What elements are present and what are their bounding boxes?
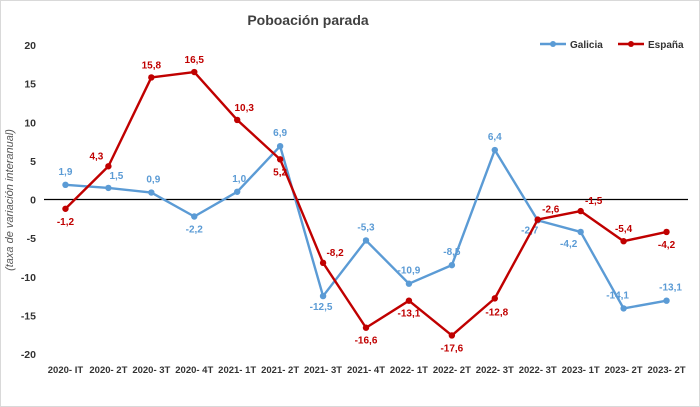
x-tick-label: 2022- 3T (519, 365, 557, 376)
data-label: 0,9 (146, 175, 160, 186)
data-point (105, 163, 112, 170)
series-galicia: 1,9 1,5 0,9 -2,2 1,0 6,9 -12,5 -5,3 -10,9 -8,5 6,4… (59, 128, 683, 313)
y-axis-ticks: 20 15 10 5 0 -5 -10 -15 -20 (21, 40, 36, 361)
data-point (577, 207, 584, 215)
data-label: 10,3 (234, 103, 254, 114)
data-label: 1,0 (232, 174, 246, 185)
data-label: -5,4 (615, 224, 633, 235)
data-label: -14,1 (606, 290, 629, 301)
x-axis-ticks: 2020- IT 2020- 2T 2020- 3T 2020- 4T 2021- 1T… (48, 365, 686, 376)
data-label: -16,6 (355, 336, 378, 347)
data-label: -5,3 (357, 222, 375, 233)
x-tick-label: 2021- 2T (261, 365, 299, 376)
data-label: -10,9 (398, 266, 421, 277)
x-tick-label: 2021- 3T (304, 365, 342, 376)
data-label: -8,5 (443, 247, 461, 258)
x-tick-label: 2020- 3T (132, 365, 170, 376)
data-label: 1,9 (59, 167, 73, 178)
data-label: -13,1 (398, 309, 421, 320)
data-label: 16,5 (185, 55, 205, 66)
legend-item: Galicia (540, 40, 603, 51)
data-point (577, 228, 584, 236)
x-tick-label: 2020- 2T (89, 365, 127, 376)
legend-marker (628, 41, 634, 47)
data-label: -13,1 (659, 283, 682, 294)
y-tick-label: -20 (21, 349, 36, 361)
data-label: -2,6 (542, 205, 560, 216)
y-tick-label: -15 (21, 310, 36, 322)
data-label: 4,3 (89, 151, 103, 162)
x-tick-label: 2021- 1T (218, 365, 256, 376)
data-label: 15,8 (142, 60, 162, 71)
data-label: -12,5 (310, 302, 333, 313)
x-tick-label: 2022- 1T (390, 365, 428, 376)
data-label: 6,9 (273, 128, 287, 139)
data-point (191, 68, 198, 76)
legend-item: España (618, 40, 684, 51)
data-point (620, 305, 627, 312)
data-point (148, 74, 155, 81)
x-tick-label: 2021- 4T (347, 365, 385, 376)
data-point (148, 189, 155, 196)
data-point (448, 332, 456, 339)
y-tick-label: 5 (30, 156, 36, 168)
data-label: -2,2 (186, 224, 204, 235)
data-point (319, 259, 327, 267)
data-point (62, 205, 69, 212)
data-point (276, 142, 284, 150)
x-tick-label: 2023- 2T (648, 365, 686, 376)
legend-label: España (648, 40, 684, 51)
data-point (405, 280, 413, 287)
y-axis-label: (taxa de variación interanual) (4, 129, 16, 271)
legend-marker (550, 41, 556, 47)
data-point (234, 188, 241, 195)
data-point (62, 181, 69, 189)
chart-title: Poboación parada (247, 12, 369, 28)
data-label: -17,6 (440, 343, 463, 354)
data-label: -12,8 (485, 307, 508, 318)
data-point (319, 292, 327, 300)
data-point (362, 237, 370, 244)
data-label: 6,4 (488, 132, 502, 143)
data-label: -8,2 (326, 248, 344, 259)
data-point (663, 297, 670, 304)
data-point (191, 213, 198, 220)
data-point (276, 156, 284, 163)
data-point (620, 238, 627, 245)
x-tick-label: 2023- 1T (562, 365, 600, 376)
data-point (534, 216, 541, 223)
data-point (105, 184, 112, 192)
y-tick-label: 15 (24, 79, 36, 91)
y-tick-label: 20 (24, 40, 36, 52)
x-tick-label: 2023- 2T (605, 365, 643, 376)
x-tick-label: 2022- 2T (433, 365, 471, 376)
data-label: 1,5 (109, 171, 123, 182)
data-label: -4,2 (658, 240, 676, 251)
x-tick-label: 2020- IT (48, 365, 84, 376)
x-tick-label: 2020- 4T (175, 365, 213, 376)
data-point (234, 116, 241, 124)
y-tick-label: 10 (24, 117, 36, 129)
data-point (362, 324, 370, 331)
series-españa: -1,2 4,3 15,8 16,5 10,3 5,2 -8,2 -16,6 -13,1 -17,… (57, 55, 676, 354)
data-label: 5,2 (273, 167, 287, 178)
y-tick-label: -10 (21, 272, 36, 284)
data-point (491, 146, 498, 154)
data-label: -4,2 (560, 239, 578, 250)
series-layer: 1,9 1,5 0,9 -2,2 1,0 6,9 -12,5 -5,3 -10,9 -8,5 6,4… (57, 55, 683, 354)
legend: Galicia España (540, 40, 684, 51)
legend-label: Galicia (570, 40, 603, 51)
data-label: -1,5 (585, 196, 603, 207)
data-label: -2,7 (521, 225, 539, 236)
y-tick-label: 0 (30, 195, 36, 207)
x-tick-label: 2022- 3T (476, 365, 514, 376)
data-point (663, 228, 670, 236)
data-label: -1,2 (57, 217, 75, 228)
data-point (448, 261, 456, 269)
data-point (405, 297, 413, 304)
data-point (491, 295, 498, 302)
y-tick-label: -5 (27, 233, 36, 245)
